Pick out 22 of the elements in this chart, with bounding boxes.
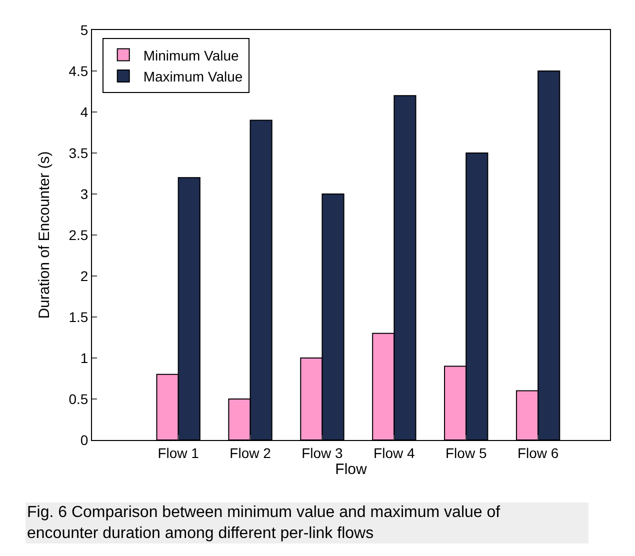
y-tick-label: 3 (80, 186, 88, 202)
legend-label: Maximum Value (143, 68, 243, 84)
caption: Fig. 6 Comparison between minimum value and maximum value of encounter duration among different per-link flows (27, 504, 501, 542)
y-tick-label: 0.5 (68, 390, 88, 407)
x-tick-label: Flow 3 (302, 444, 344, 461)
legend-label: Minimum Value (143, 47, 240, 64)
y-tick-label: 4.5 (68, 62, 88, 79)
y-tick-label: 1.5 (68, 308, 88, 325)
y-tick-label: 4 (80, 104, 88, 120)
y-tick-label: 0 (80, 432, 88, 448)
x-tick-label: Flow 5 (445, 444, 487, 461)
x-axis-title: Flow (335, 460, 367, 478)
x-tick-label: Flow 2 (230, 444, 272, 461)
y-tick-label: 5 (80, 22, 88, 38)
x-tick-label: Flow 6 (517, 444, 559, 461)
y-axis-title: Duration of Encounter (s) (36, 151, 53, 319)
y-tick-label: 2.5 (68, 226, 88, 243)
y-tick-label: 1 (80, 350, 88, 366)
y-tick-label: 2 (80, 268, 88, 284)
x-tick-label: Flow 1 (158, 444, 200, 461)
x-tick-label: Flow 4 (374, 444, 415, 461)
y-tick-label: 3.5 (68, 144, 88, 161)
